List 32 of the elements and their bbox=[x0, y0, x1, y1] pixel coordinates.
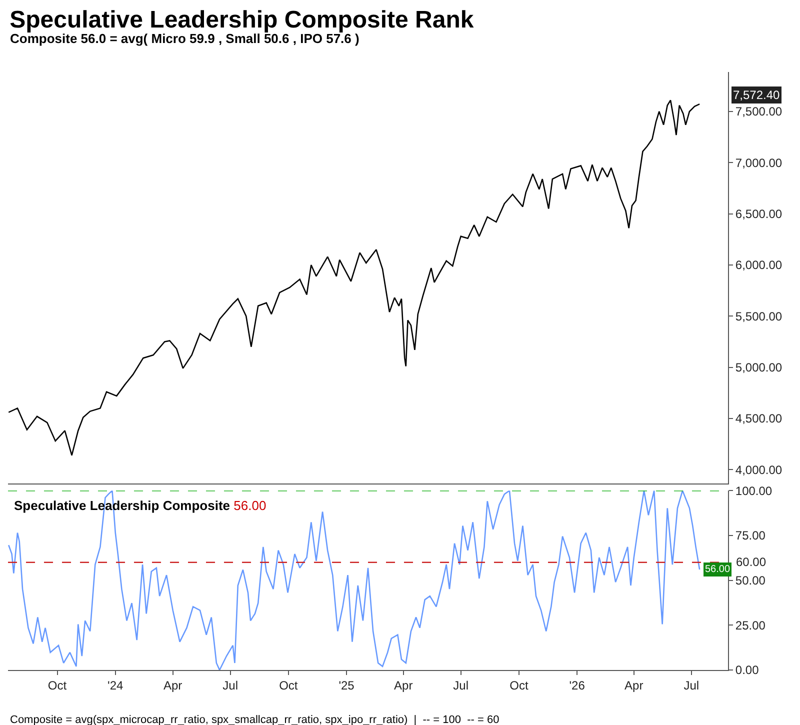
x-tick-label: Apr bbox=[624, 678, 644, 692]
x-tick-label: '25 bbox=[338, 678, 355, 692]
y-tick-label: 5,000.00 bbox=[735, 360, 782, 374]
annotation: 7,572.40 bbox=[733, 88, 780, 102]
y-tick-label: 5,500.00 bbox=[735, 309, 782, 324]
x-tick-label: Oct bbox=[279, 678, 298, 692]
x-tick-label: '24 bbox=[108, 678, 124, 692]
y-tick-label: 7,500.00 bbox=[735, 104, 782, 119]
x-tick-label: Jul bbox=[453, 678, 469, 692]
y-tick-label: 0.00 bbox=[735, 663, 760, 678]
ref-line-label: 60.00 bbox=[736, 555, 766, 569]
y-tick-label: 4,000.00 bbox=[735, 462, 782, 477]
chart-subtitle: Composite 56.0 = avg( Micro 59.9 , Small 50.6 , IPO 57.6 ) bbox=[10, 31, 360, 46]
y-tick-label: 4,500.00 bbox=[735, 412, 782, 426]
y-tick-label: 50.00 bbox=[735, 574, 766, 588]
x-tick-label: Jul bbox=[222, 678, 238, 692]
y-tick-label: 75.00 bbox=[735, 528, 766, 543]
text: Composite = avg(spx_microcap_rr_ratio, spx_smallcap_rr_ratio, spx_ipo_rr_ratio) | -- = 100 -- = 60 bbox=[10, 714, 500, 725]
x-tick-label: Oct bbox=[48, 678, 68, 692]
annotation: 56.00 bbox=[234, 498, 266, 513]
y-tick-label: 100.00 bbox=[735, 484, 772, 498]
chart-title: Speculative Leadership Composite Rank bbox=[10, 6, 474, 34]
y-tick-label: 6,500.00 bbox=[735, 207, 782, 222]
x-tick-label: Apr bbox=[163, 678, 182, 692]
x-tick-label: '26 bbox=[569, 678, 586, 692]
x-tick-label: Apr bbox=[394, 678, 413, 692]
annotation: 56.00 bbox=[705, 564, 730, 575]
x-tick-label: Jul bbox=[684, 678, 700, 692]
y-tick-label: 7,000.00 bbox=[735, 156, 782, 170]
x-tick-label: Oct bbox=[510, 678, 529, 692]
y-tick-label: 6,000.00 bbox=[735, 258, 782, 272]
y-tick-label: 25.00 bbox=[735, 618, 766, 632]
